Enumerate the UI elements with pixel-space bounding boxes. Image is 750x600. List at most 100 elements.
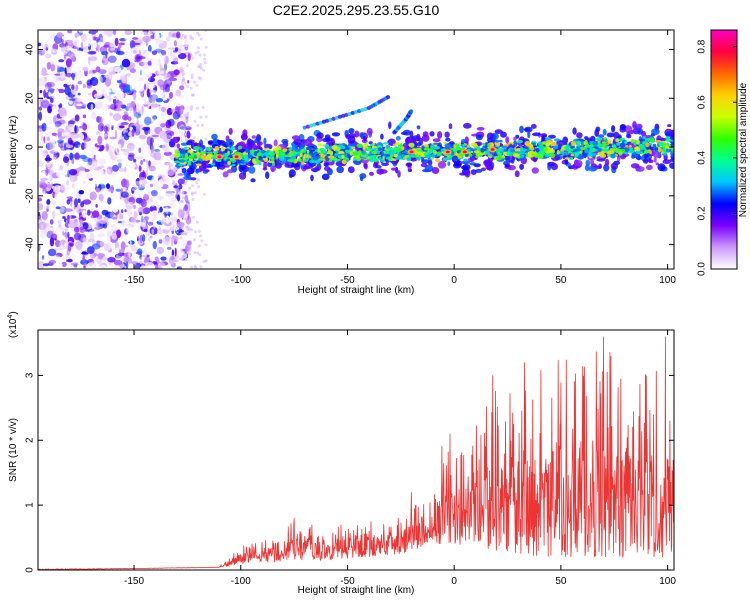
noise-blob bbox=[151, 58, 158, 65]
spectrogram-y-label: Frequency (Hz) bbox=[8, 116, 19, 185]
noise-blob bbox=[79, 265, 83, 269]
noise-blob bbox=[125, 223, 135, 228]
signal-core-blob bbox=[174, 160, 180, 164]
noise-blob bbox=[118, 161, 122, 169]
signal-halo-blob bbox=[422, 131, 429, 138]
signal-core-blob bbox=[665, 136, 671, 140]
noise-blob bbox=[148, 77, 155, 83]
spectrogram-x-tick-label: -150 bbox=[124, 275, 144, 286]
signal-core-blob bbox=[349, 150, 353, 156]
signal-halo-blob bbox=[246, 161, 255, 167]
noise-blob bbox=[81, 33, 88, 42]
noise-blob bbox=[117, 72, 121, 81]
noise-blob bbox=[66, 196, 74, 200]
noise-blob bbox=[75, 240, 83, 251]
noise-blob bbox=[67, 258, 73, 263]
noise-blob bbox=[104, 74, 110, 78]
signal-halo-blob bbox=[602, 128, 607, 136]
signal-core-blob bbox=[278, 156, 284, 161]
signal-core-blob bbox=[187, 163, 192, 166]
signal-core-blob bbox=[288, 162, 292, 166]
signal-halo-blob bbox=[207, 140, 213, 145]
noise-blob bbox=[91, 160, 98, 170]
noise-blob bbox=[110, 47, 115, 51]
noise-blob bbox=[129, 126, 133, 131]
signal-core-blob bbox=[624, 140, 628, 145]
noise-blob bbox=[41, 104, 49, 108]
noise-blob bbox=[90, 103, 94, 111]
noise-blob bbox=[190, 93, 194, 97]
signal-core-blob bbox=[549, 153, 556, 159]
signal-core-blob bbox=[560, 151, 565, 155]
noise-blob bbox=[166, 265, 170, 268]
noise-blob bbox=[157, 174, 166, 179]
noise-blob bbox=[122, 148, 129, 156]
signal-halo-blob bbox=[527, 131, 531, 139]
signal-core-blob bbox=[470, 142, 478, 147]
signal-core-blob bbox=[299, 151, 304, 154]
signal-halo-blob bbox=[464, 136, 469, 144]
signal-core-blob bbox=[644, 150, 648, 154]
signal-core-blob bbox=[182, 153, 186, 159]
noise-blob bbox=[54, 263, 63, 267]
noise-blob bbox=[186, 211, 190, 215]
noise-blob bbox=[187, 188, 191, 198]
noise-blob bbox=[145, 159, 149, 166]
noise-blob bbox=[62, 50, 68, 56]
noise-blob bbox=[38, 106, 43, 111]
signal-core-blob bbox=[584, 139, 588, 145]
noise-blob bbox=[95, 66, 101, 73]
signal-core-blob bbox=[603, 148, 609, 152]
trace-blob bbox=[408, 109, 414, 114]
noise-blob bbox=[89, 191, 97, 201]
signal-halo-blob bbox=[359, 132, 365, 138]
peak-spot bbox=[490, 148, 495, 151]
signal-halo-blob bbox=[512, 140, 518, 147]
noise-blob bbox=[140, 219, 147, 228]
signal-core-blob bbox=[460, 144, 465, 147]
snr-x-tick-label: 100 bbox=[659, 576, 676, 587]
noise-blob bbox=[180, 248, 184, 252]
noise-blob bbox=[179, 122, 185, 128]
signal-core-blob bbox=[173, 153, 181, 158]
noise-blob bbox=[56, 222, 59, 226]
signal-halo-blob bbox=[204, 169, 210, 173]
noise-blob bbox=[198, 63, 202, 66]
noise-blob bbox=[80, 201, 85, 208]
noise-blob bbox=[117, 252, 125, 257]
noise-blob bbox=[98, 116, 103, 125]
noise-blob bbox=[190, 192, 194, 196]
signal-core-blob bbox=[179, 149, 187, 155]
noise-blob bbox=[177, 173, 184, 176]
noise-blob bbox=[45, 227, 52, 231]
signal-halo-blob bbox=[424, 164, 434, 172]
noise-blob bbox=[56, 65, 60, 71]
signal-halo-blob bbox=[250, 178, 256, 183]
noise-blob bbox=[38, 111, 42, 121]
noise-blob bbox=[63, 156, 69, 164]
signal-core-blob bbox=[545, 142, 551, 147]
noise-blob bbox=[118, 168, 125, 172]
noise-blob bbox=[109, 71, 116, 75]
noise-blob bbox=[180, 200, 184, 204]
signal-core-blob bbox=[645, 142, 650, 148]
signal-core-blob bbox=[630, 149, 633, 153]
noise-blob bbox=[184, 225, 188, 229]
signal-core-blob bbox=[544, 153, 551, 158]
noise-blob bbox=[197, 178, 200, 182]
signal-core-blob bbox=[431, 153, 436, 158]
noise-blob bbox=[174, 47, 179, 52]
noise-blob bbox=[67, 214, 70, 224]
signal-core-blob bbox=[493, 151, 497, 157]
noise-blob bbox=[131, 128, 135, 137]
noise-blob bbox=[128, 162, 136, 169]
noise-blob bbox=[142, 170, 146, 178]
noise-blob bbox=[115, 50, 125, 56]
noise-blob bbox=[139, 211, 142, 216]
noise-blob bbox=[58, 224, 62, 228]
signal-core-blob bbox=[366, 156, 370, 160]
noise-blob bbox=[160, 256, 167, 261]
noise-blob bbox=[89, 33, 93, 40]
signal-core-blob bbox=[309, 159, 315, 164]
noise-blob bbox=[180, 239, 188, 243]
